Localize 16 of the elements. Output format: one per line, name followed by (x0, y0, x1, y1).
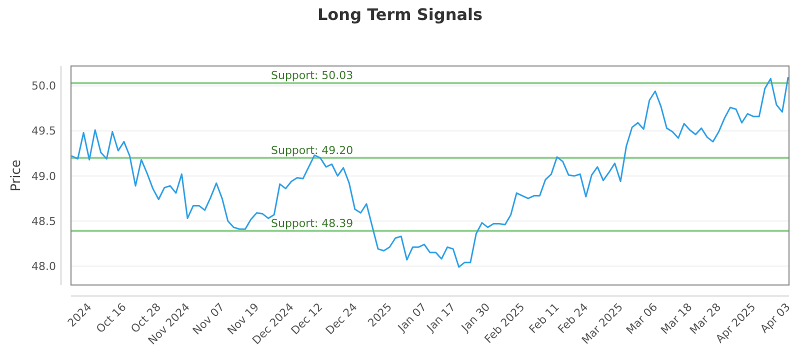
ref-line-label: Support: 49.20 (271, 144, 354, 157)
y-tick-label: 48.0 (32, 260, 56, 273)
x-tick-label: Mar 06 (624, 300, 660, 337)
y-tick-label: 48.5 (32, 214, 56, 228)
ref-line-label: Support: 50.03 (271, 69, 354, 82)
y-axis-title: Price (9, 160, 24, 192)
x-tick-label: Dec 24 (323, 300, 360, 338)
y-tick-label: 49.5 (32, 124, 56, 138)
chart-title: Long Term Signals (317, 5, 483, 24)
ref-line-label: Support: 48.39 (271, 216, 354, 230)
x-tick-label: Nov 07 (190, 300, 227, 338)
y-tick-label: 50.0 (32, 80, 56, 93)
x-tick-label: Oct 16 (94, 300, 129, 336)
y-tick-label: 49.0 (32, 170, 56, 183)
x-tick-label: Apr 03 (758, 300, 793, 336)
x-tick-label: Jan 17 (424, 300, 458, 335)
